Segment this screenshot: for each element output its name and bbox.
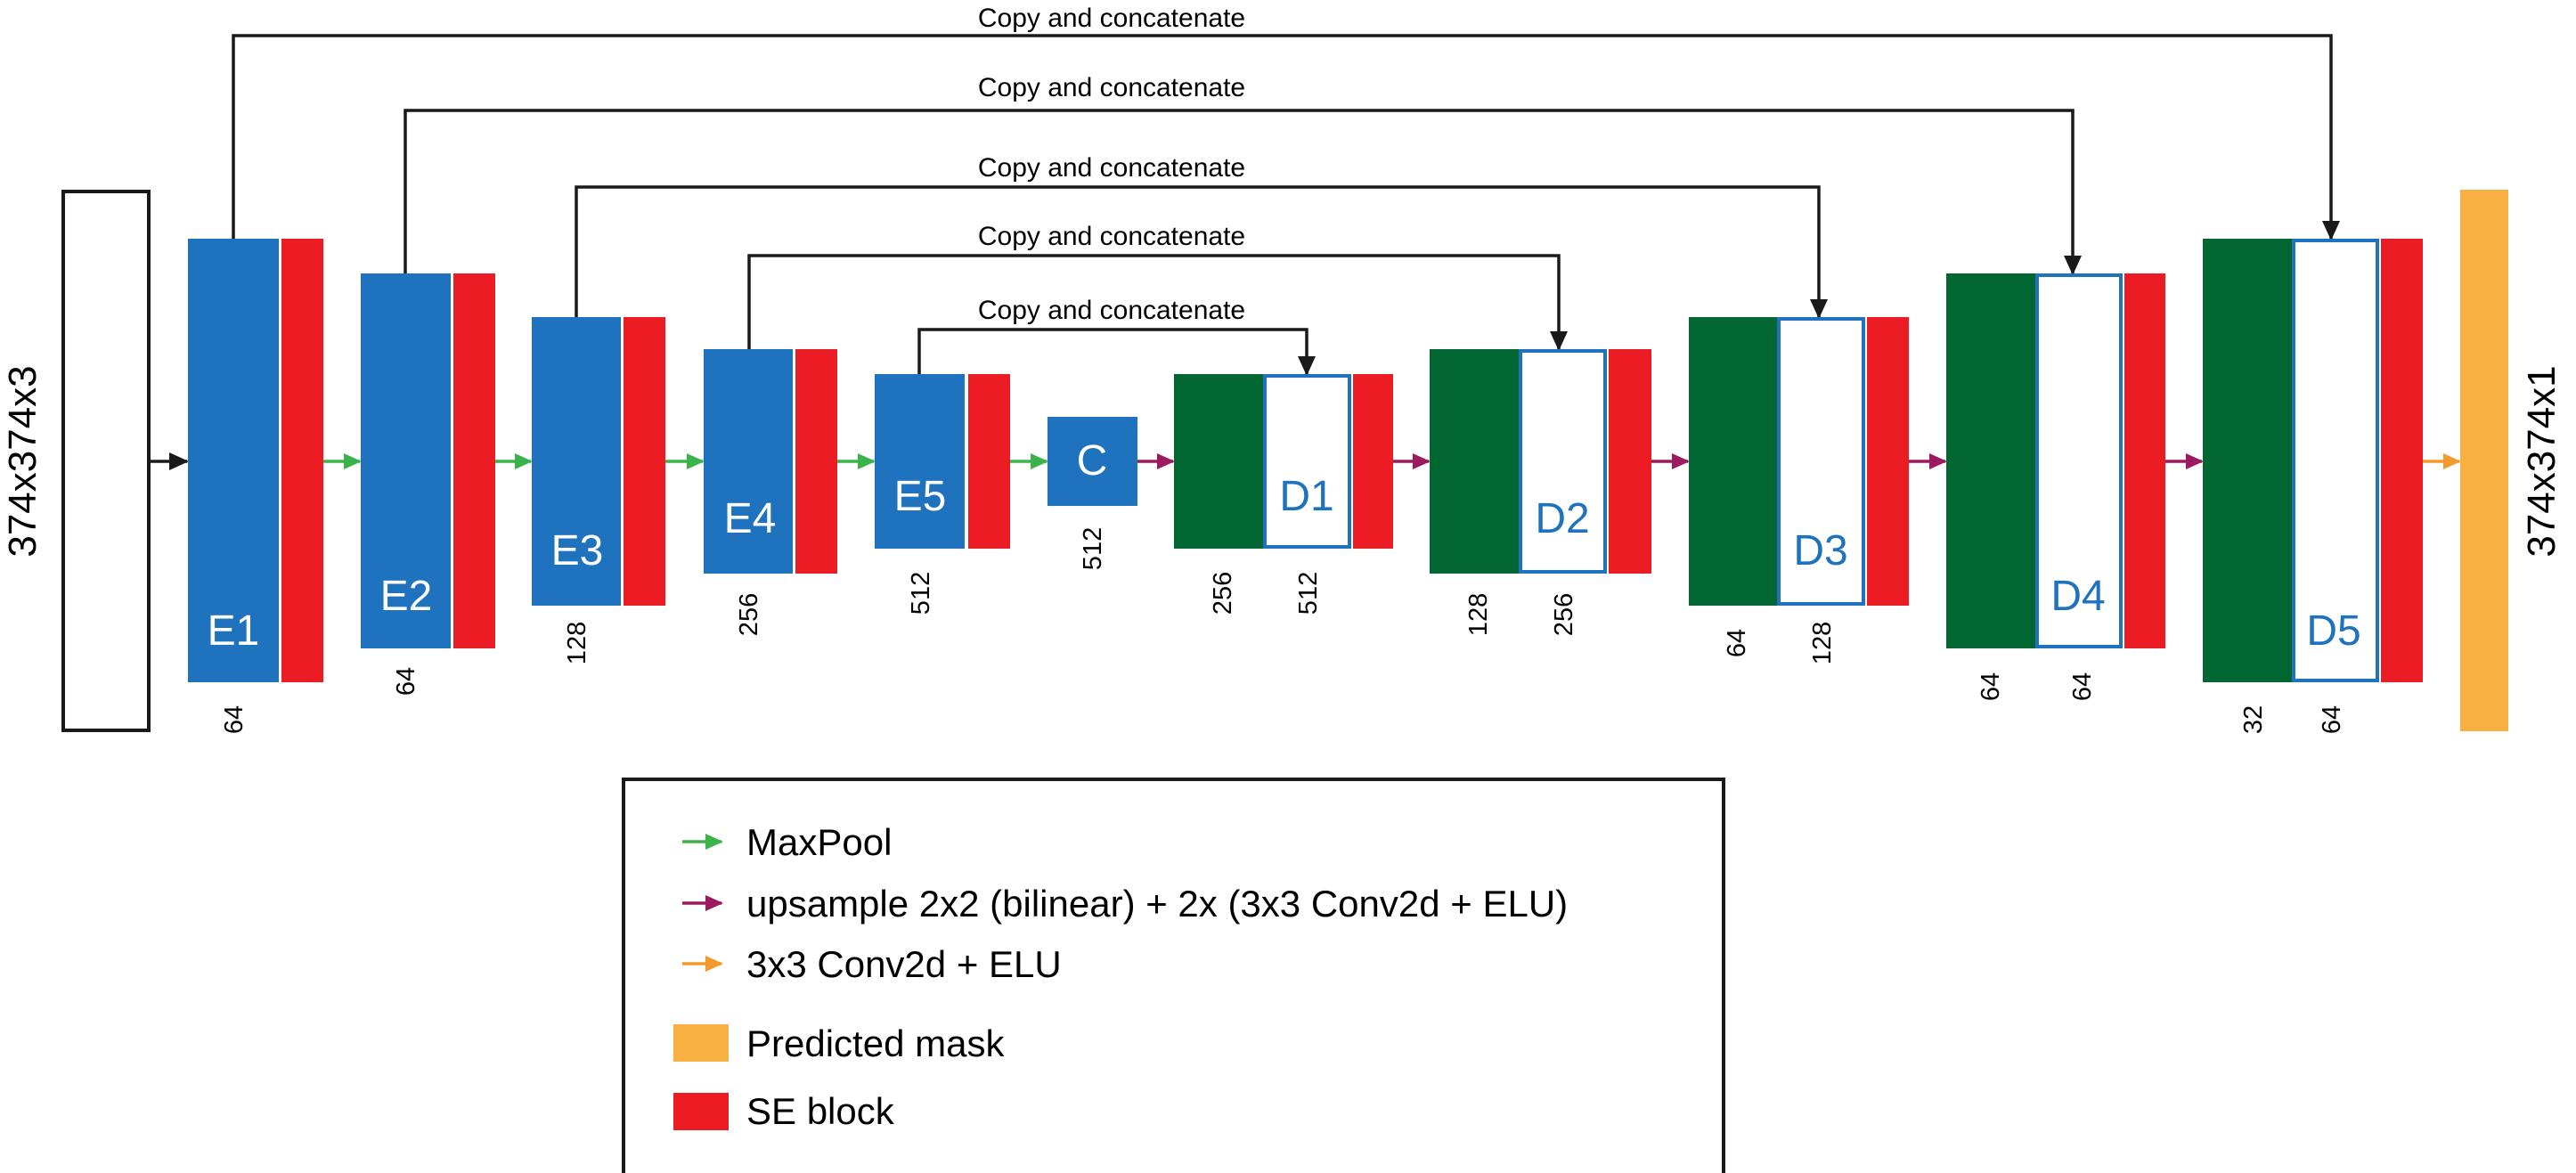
channels-left-d1: 256: [1209, 572, 1237, 615]
legend: MaxPool upsample 2x2 (bilinear) + 2x (3x…: [622, 778, 1725, 1173]
channels-e2: 64: [392, 667, 420, 696]
encoder-conv-e4: [704, 349, 793, 574]
channels-right-d1: 512: [1294, 572, 1323, 615]
encoder-conv-e2: [361, 273, 451, 648]
se-block-e3: [624, 317, 665, 606]
decoder-block-d4: D4 64 64: [1946, 273, 2165, 701]
se-block-d2: [1609, 349, 1651, 574]
concat-d4: [2035, 273, 2123, 648]
skip-connection-e5-d1: [917, 328, 1316, 376]
channels-right-d4: 64: [2068, 672, 2097, 701]
encoder-block-e3: E3 128: [532, 317, 665, 664]
decoder: D1 256 512 D2 128 256 D3 64 128 D4: [1174, 239, 2461, 734]
encoder-conv-e1: [188, 239, 279, 682]
se-block-d1: [1353, 374, 1393, 549]
block-label-e5: E5: [894, 473, 947, 520]
center-label: C: [1077, 437, 1108, 485]
decoder-block-d2: D2 128 256: [1430, 349, 1651, 636]
decoder-conv-d5: [2203, 239, 2293, 682]
encoder-block-e1: E1 64: [188, 239, 323, 734]
channels-left-d4: 64: [1977, 672, 2005, 701]
skip-label-2: Copy and concatenate: [978, 73, 1245, 102]
center-block-group: C 512: [1048, 417, 1175, 570]
channels-right-d2: 256: [1550, 593, 1578, 636]
se-block-e1: [281, 239, 323, 682]
channels-left-d3: 64: [1723, 629, 1751, 657]
decoder-block-d1: D1 256 512: [1174, 374, 1393, 615]
input-block-group: 374x374x3: [1, 190, 189, 732]
channels-left-d5: 32: [2239, 705, 2268, 734]
legend-se-block-swatch: [673, 1093, 729, 1130]
se-block-d4: [2124, 273, 2165, 648]
encoder-block-e2: E2 64: [361, 273, 495, 696]
legend-conv-label: 3x3 Conv2d + ELU: [746, 943, 1062, 985]
se-block-d5: [2381, 239, 2423, 682]
encoder-block-e5: E5 512: [875, 374, 1010, 615]
concat-d1: [1263, 374, 1351, 549]
se-block-e4: [795, 349, 837, 574]
block-label-d4: D4: [2050, 573, 2105, 620]
encoder-conv-e3: [532, 317, 621, 606]
legend-maxpool-label: MaxPool: [746, 821, 892, 863]
block-label-e1: E1: [208, 607, 260, 655]
se-block-e5: [968, 374, 1010, 549]
block-label-d1: D1: [1279, 473, 1333, 520]
input-dimension: 374x374x3: [1, 365, 45, 557]
legend-predicted-mask-label: Predicted mask: [746, 1022, 1005, 1064]
concat-d3: [1777, 317, 1865, 606]
block-label-e4: E4: [724, 495, 777, 542]
decoder-conv-d2: [1430, 349, 1520, 574]
decoder-conv-d4: [1946, 273, 2036, 648]
predicted-mask-block: [2460, 190, 2508, 731]
skip-connection-e2-d4: [404, 109, 2082, 275]
skip-label-4: Copy and concatenate: [978, 222, 1245, 251]
channels-e1: 64: [220, 705, 249, 734]
decoder-conv-d1: [1174, 374, 1264, 549]
channels-e5: 512: [907, 572, 935, 615]
channels-right-d3: 128: [1808, 622, 1837, 664]
channels-right-d5: 64: [2318, 705, 2346, 734]
center-channels: 512: [1079, 527, 1107, 570]
concat-d5: [2292, 239, 2379, 682]
decoder-block-d3: D3 64 128: [1689, 317, 1909, 664]
block-label-d5: D5: [2306, 607, 2360, 655]
skip-connection-e4-d2: [747, 254, 1568, 351]
se-block-e2: [453, 273, 495, 648]
decoder-conv-d3: [1689, 317, 1778, 606]
legend-predicted-mask-swatch: [673, 1024, 729, 1062]
encoder: E1 64 E2 64 E3 128 E4 256 E5: [188, 239, 1048, 734]
skip-connection-e3-d3: [575, 185, 1828, 319]
block-label-d3: D3: [1793, 527, 1847, 574]
legend-upsample-label: upsample 2x2 (bilinear) + 2x (3x3 Conv2d…: [746, 883, 1568, 925]
block-label-e3: E3: [551, 527, 604, 574]
legend-se-block-label: SE block: [746, 1090, 895, 1132]
concat-d2: [1519, 349, 1607, 574]
output-dimension: 374x374x1: [2520, 365, 2564, 557]
skip-label-3: Copy and concatenate: [978, 153, 1245, 183]
decoder-block-d5: D5 32 64: [2203, 239, 2423, 734]
encoder-conv-e5: [875, 374, 965, 549]
channels-e4: 256: [735, 593, 763, 636]
skip-label-1: Copy and concatenate: [978, 4, 1245, 33]
skip-connections: Copy and concatenate Copy and concatenat…: [232, 4, 2340, 376]
input-block: [61, 190, 151, 732]
channels-e3: 128: [563, 622, 591, 664]
skip-label-5: Copy and concatenate: [978, 296, 1245, 325]
center-block: [1048, 417, 1137, 506]
legend-box: [622, 778, 1725, 1173]
block-label-d2: D2: [1535, 495, 1589, 542]
channels-left-d2: 128: [1464, 593, 1493, 636]
se-block-d3: [1867, 317, 1909, 606]
output-block-group: 374x374x1: [2460, 190, 2564, 731]
skip-connection-e1-d5: [232, 34, 2340, 240]
block-label-e2: E2: [380, 573, 433, 620]
encoder-block-e4: E4 256: [704, 349, 837, 636]
